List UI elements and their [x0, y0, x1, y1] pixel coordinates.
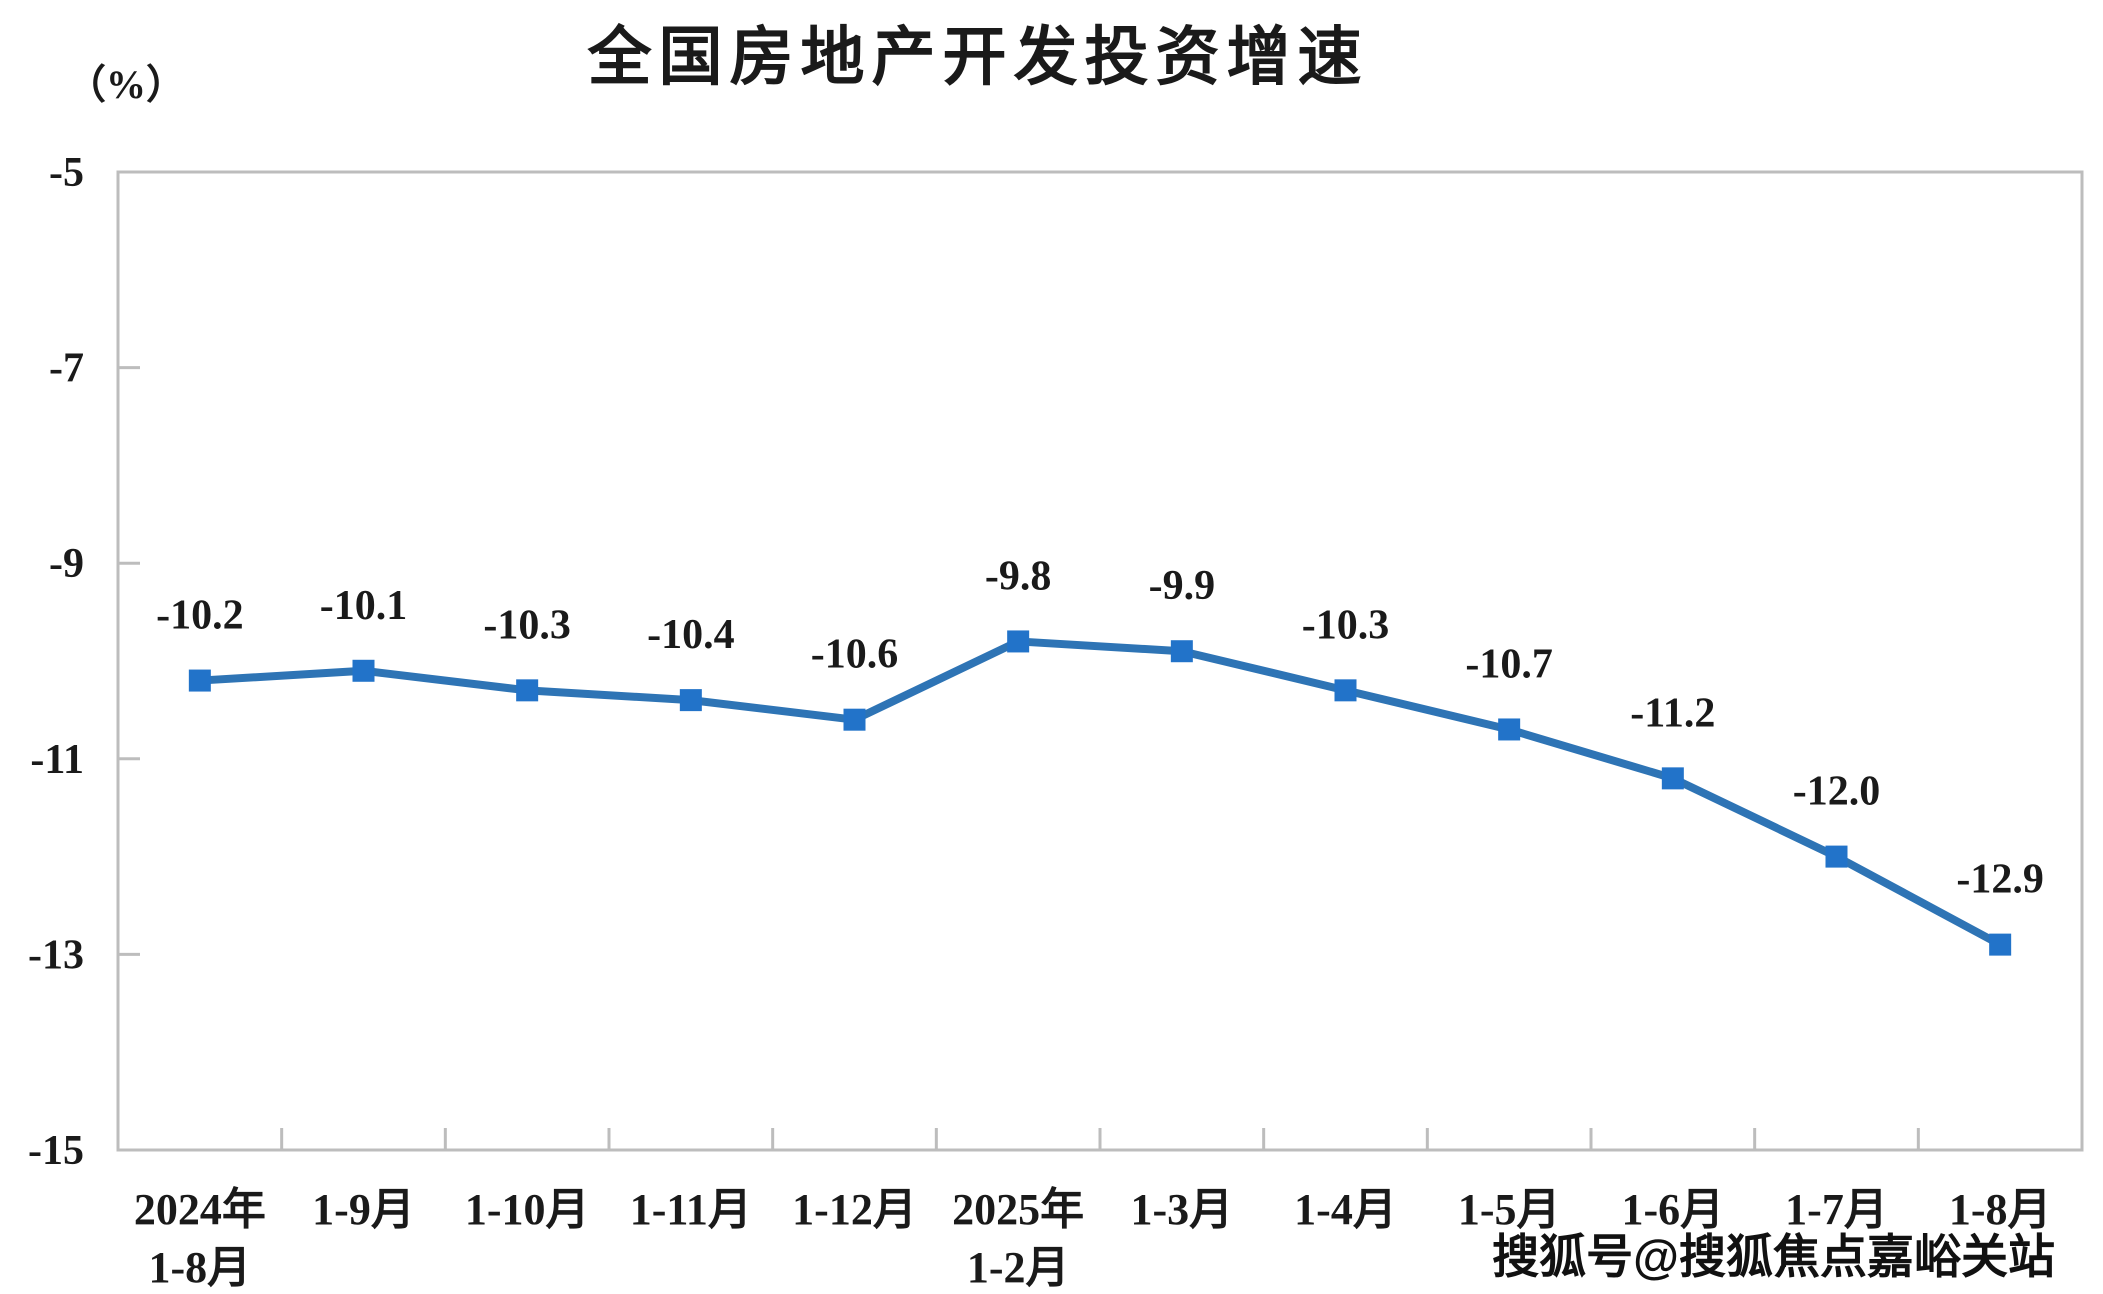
x-tick-label: 1-2月	[967, 1243, 1070, 1292]
data-label: -9.9	[1149, 563, 1216, 609]
data-label: -10.2	[156, 593, 244, 639]
data-point-marker	[1334, 679, 1357, 702]
x-tick-label: 1-3月	[1131, 1185, 1234, 1234]
y-tick-label: -11	[30, 737, 84, 783]
x-tick-label: 1-9月	[312, 1185, 415, 1234]
data-point-marker	[1661, 767, 1684, 790]
data-label: -11.2	[1630, 690, 1715, 736]
data-point-marker	[843, 708, 866, 731]
data-point-marker	[1825, 845, 1848, 868]
x-tick-label: 2025年	[952, 1185, 1084, 1234]
data-label: -12.0	[1793, 769, 1881, 815]
x-tick-label: 1-8月	[149, 1243, 252, 1292]
x-tick-label: 2024年	[134, 1185, 266, 1234]
data-label: -10.4	[647, 612, 735, 658]
data-label: -10.1	[320, 583, 408, 629]
data-point-marker	[1498, 718, 1521, 741]
data-label: -9.8	[985, 553, 1052, 599]
watermark: 搜狐号@搜狐焦点嘉峪关站	[1492, 1230, 2055, 1283]
chart-title: 全国房地产开发投资增速	[587, 21, 1369, 93]
data-label: -12.9	[1956, 857, 2044, 903]
y-tick-label: -15	[28, 1128, 84, 1174]
x-tick-label: 1-6月	[1622, 1185, 1725, 1234]
data-point-marker	[1170, 640, 1193, 663]
data-point-marker	[516, 679, 539, 702]
data-point-marker	[352, 659, 375, 682]
x-tick-label: 1-8月	[1949, 1185, 2052, 1234]
data-point-marker	[679, 689, 702, 712]
data-label: -10.7	[1465, 641, 1553, 687]
y-tick-label: -7	[49, 346, 84, 392]
data-point-marker	[1989, 933, 2012, 956]
x-tick-label: 1-5月	[1458, 1185, 1561, 1234]
x-tick-label: 1-4月	[1294, 1185, 1397, 1234]
data-label: -10.3	[483, 602, 571, 648]
trend-line	[199, 637, 2003, 949]
plot-border	[116, 170, 2084, 1152]
data-label: -10.6	[811, 632, 899, 678]
x-tick-label: 1-10月	[465, 1185, 590, 1234]
y-tick-label: -9	[49, 541, 84, 587]
data-point-marker	[188, 669, 211, 692]
y-axis-unit-label: （%）	[66, 62, 186, 107]
y-tick-label: -13	[28, 932, 84, 978]
x-tick-label: 1-11月	[630, 1185, 752, 1234]
x-tick-label: 1-12月	[792, 1185, 917, 1234]
data-label: -10.3	[1302, 602, 1390, 648]
x-tick-label: 1-7月	[1785, 1185, 1888, 1234]
y-tick-label: -5	[49, 150, 84, 196]
data-point-marker	[1007, 630, 1030, 653]
